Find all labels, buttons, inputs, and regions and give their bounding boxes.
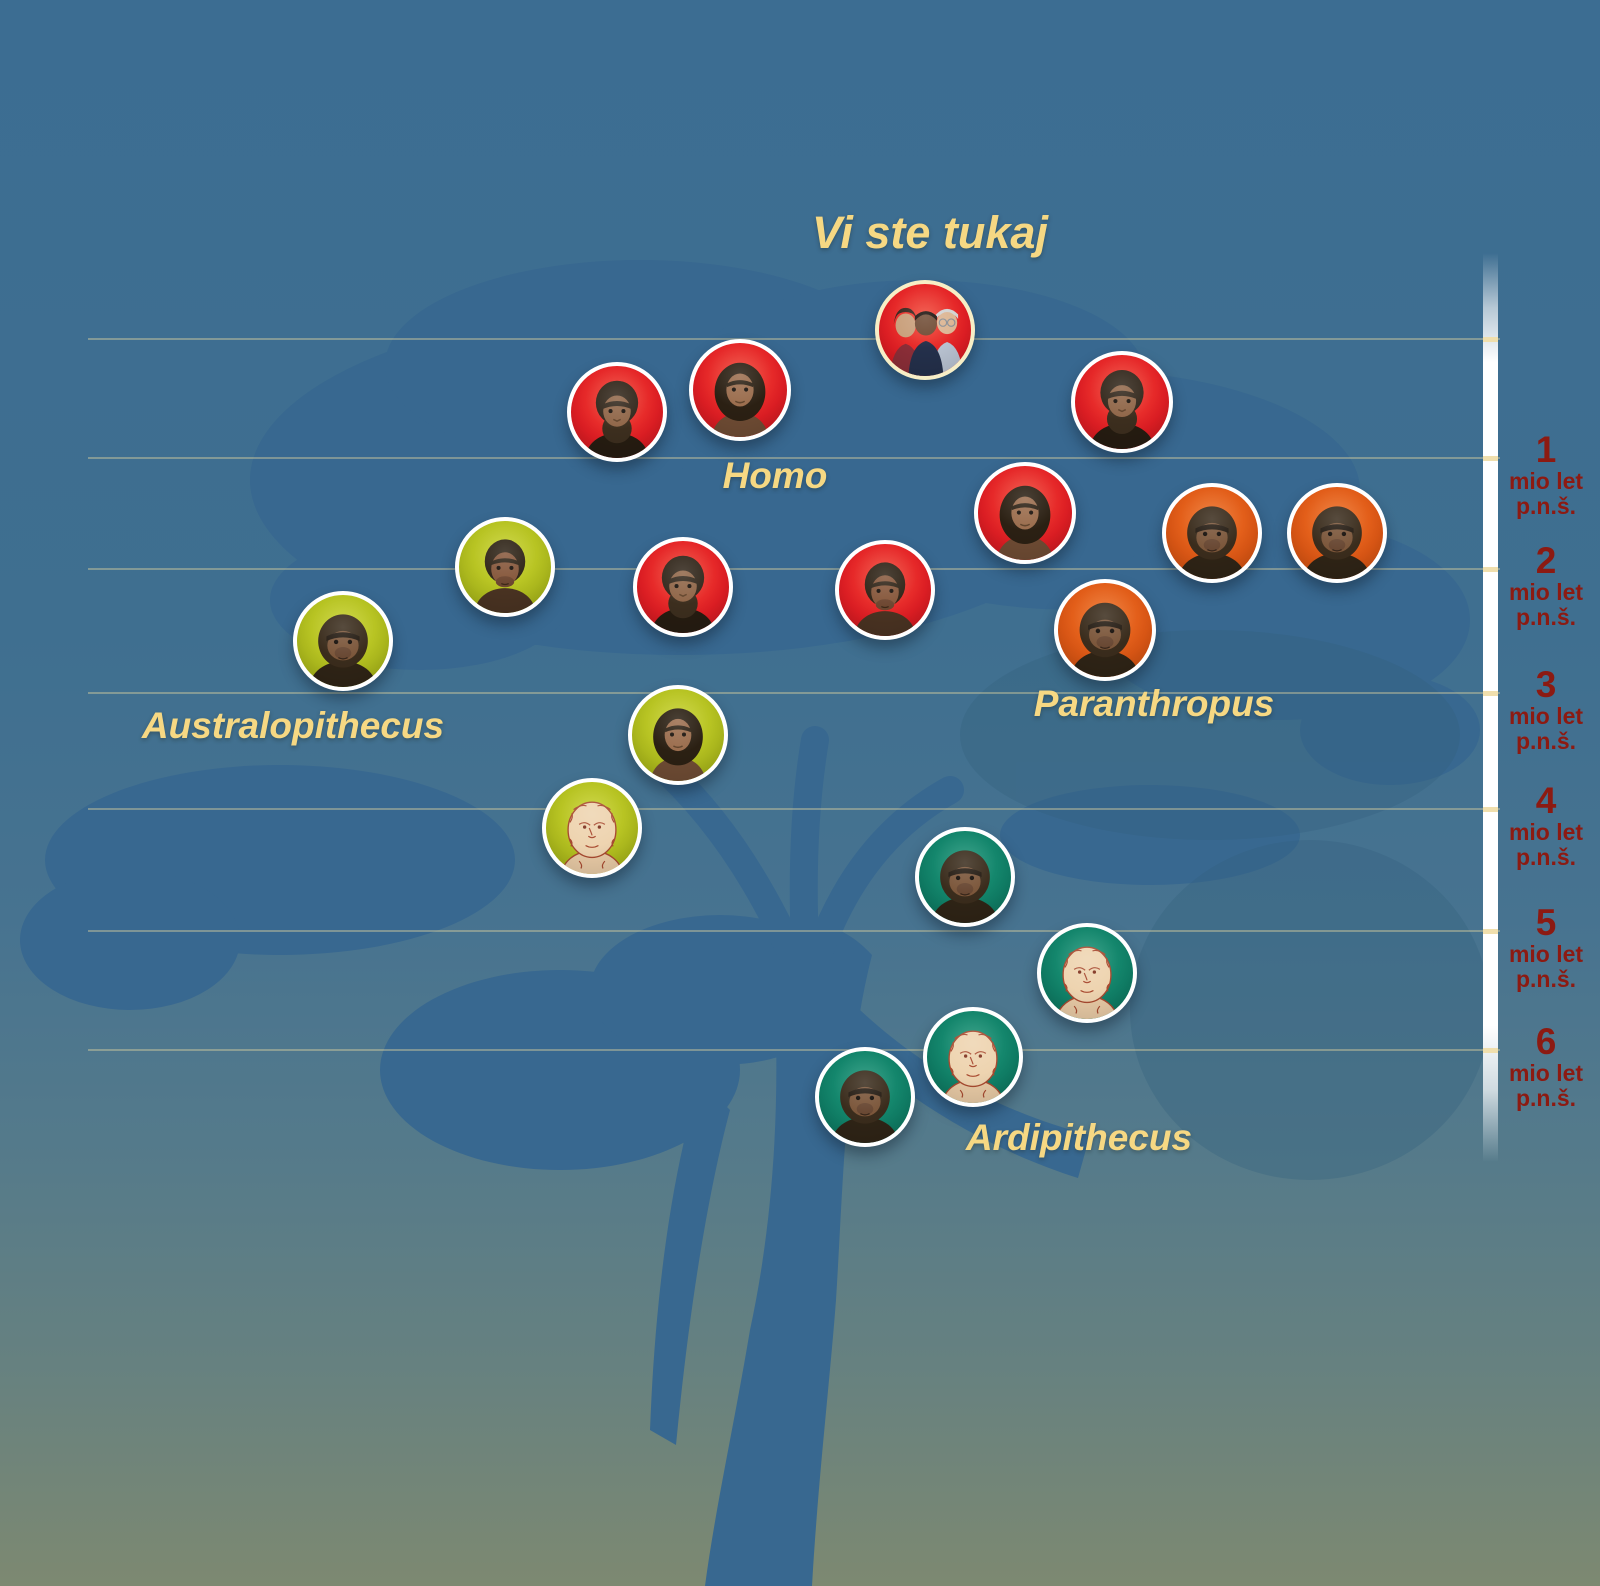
timeline-tick <box>1483 929 1498 934</box>
timeline-gridline <box>88 568 1500 570</box>
timeline-tick <box>1483 1048 1498 1053</box>
timeline-bar <box>1483 253 1498 1162</box>
paranthropus-portrait-1 <box>1162 483 1262 583</box>
ardipithecus-portrait-1 <box>915 827 1015 927</box>
timeline-label-4: 4 mio let p.n.š. <box>1508 780 1584 870</box>
ape-face-illustration <box>309 614 377 687</box>
timeline-gridline <box>88 930 1500 932</box>
male-face-illustration <box>854 562 916 636</box>
ardipithecus-portrait-3 <box>923 1007 1023 1107</box>
female-face-illustration <box>711 362 769 437</box>
timeline-gridline <box>88 692 1500 694</box>
genus-label-ardipithecus: Ardipithecus <box>965 1117 1193 1158</box>
you-are-here-label: Vi ste tukaj <box>812 207 1048 258</box>
male-beard-face-illustration <box>651 555 715 633</box>
timeline-label-5: 5 mio let p.n.š. <box>1508 902 1584 992</box>
female-face-illustration <box>996 485 1054 560</box>
australopithecus-portrait-3 <box>628 685 728 785</box>
ape-face-illustration <box>831 1070 899 1143</box>
male-face-illustration <box>474 539 536 613</box>
ape-face-illustration <box>931 850 999 923</box>
timeline-gridline <box>88 1049 1500 1051</box>
timeline-tick <box>1483 691 1498 696</box>
ardipithecus-portrait-2 <box>1037 923 1137 1023</box>
genus-label-homo: Homo <box>722 455 828 496</box>
sketch-face-illustration <box>1056 946 1118 1019</box>
timeline-tick <box>1483 337 1498 342</box>
ape-face-illustration <box>1071 602 1139 677</box>
genus-label-paranthropus: Paranthropus <box>1033 683 1275 724</box>
male-beard-face-illustration <box>585 380 649 458</box>
ape-face-illustration <box>1178 506 1246 579</box>
photo-face-illustration <box>890 307 963 376</box>
sketch-face-illustration <box>942 1030 1004 1103</box>
australopithecus-portrait-2 <box>293 591 393 691</box>
australopithecus-portrait-4 <box>542 778 642 878</box>
timeline-tick <box>1483 807 1498 812</box>
timeline-label-2: 2 mio let p.n.š. <box>1508 540 1584 630</box>
sketch-face-illustration <box>561 801 623 874</box>
genus-label-australopithecus: Australopithecus <box>141 705 445 746</box>
timeline-gridline <box>88 338 1500 340</box>
timeline-label-3: 3 mio let p.n.š. <box>1508 664 1584 754</box>
homo-portrait-3 <box>1071 351 1173 453</box>
timeline-label-1: 1 mio let p.n.š. <box>1508 429 1584 519</box>
timeline-gridline <box>88 457 1500 459</box>
timeline-tick <box>1483 567 1498 572</box>
homo-portrait-4 <box>974 462 1076 564</box>
australopithecus-portrait-1 <box>455 517 555 617</box>
ape-face-illustration <box>1303 506 1371 579</box>
you-are-here-portrait <box>875 280 975 380</box>
timeline-label-6: 6 mio let p.n.š. <box>1508 1021 1584 1111</box>
homo-portrait-1 <box>567 362 667 462</box>
timeline-gridline <box>88 808 1500 810</box>
female-face-illustration <box>650 708 706 781</box>
timeline-tick <box>1483 456 1498 461</box>
paranthropus-portrait-2 <box>1287 483 1387 583</box>
homo-portrait-5 <box>633 537 733 637</box>
ardipithecus-portrait-4 <box>815 1047 915 1147</box>
homo-portrait-6 <box>835 540 935 640</box>
paranthropus-portrait-3 <box>1054 579 1156 681</box>
homo-portrait-2 <box>689 339 791 441</box>
male-beard-face-illustration <box>1090 370 1154 449</box>
